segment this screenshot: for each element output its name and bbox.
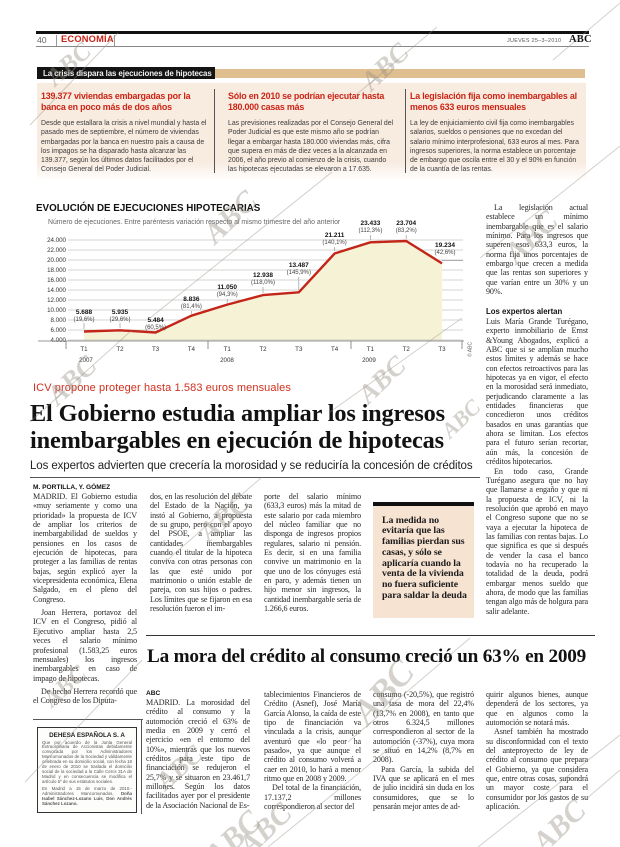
svg-text:18.000: 18.000: [47, 267, 66, 274]
svg-text:12.000: 12.000: [47, 297, 66, 304]
svg-text:(112,3%): (112,3%): [358, 228, 382, 234]
svg-text:16.000: 16.000: [47, 277, 66, 284]
svg-text:ABC: ABC: [350, 349, 412, 410]
svg-text:8.000: 8.000: [51, 317, 67, 324]
svg-text:T1: T1: [224, 346, 232, 353]
svg-text:(83,2%): (83,2%): [396, 228, 417, 234]
svg-text:ABC: ABC: [525, 793, 593, 847]
svg-text:5.688: 5.688: [76, 309, 93, 316]
svg-text:ABC: ABC: [149, 739, 209, 797]
svg-text:(19,6%): (19,6%): [73, 317, 94, 323]
svg-text:2008: 2008: [220, 357, 234, 364]
svg-text:EVOLUCIÓN DE EJECUCIONES HIPOT: EVOLUCIÓN DE EJECUCIONES HIPOTECARIAS: [36, 202, 261, 214]
svg-text:19.234: 19.234: [435, 242, 455, 249]
svg-text:22.000: 22.000: [47, 247, 66, 254]
svg-text:ABC: ABC: [435, 394, 486, 444]
svg-text:(42,6%): (42,6%): [434, 250, 455, 256]
svg-text:(118,0%): (118,0%): [251, 280, 275, 286]
svg-text:ABC: ABC: [497, 204, 565, 272]
svg-text:T4: T4: [331, 346, 339, 353]
svg-text:5.484: 5.484: [147, 317, 164, 324]
svg-text:8.836: 8.836: [183, 296, 200, 303]
svg-text:ABC: ABC: [196, 184, 264, 252]
svg-text:T1: T1: [367, 346, 375, 353]
svg-text:(60,5%): (60,5%): [145, 325, 166, 331]
svg-text:T3: T3: [152, 346, 160, 353]
svg-text:13.487: 13.487: [289, 262, 309, 269]
svg-text:20.000: 20.000: [47, 257, 66, 264]
svg-text:24.000: 24.000: [47, 237, 66, 244]
svg-text:21.211: 21.211: [325, 232, 345, 239]
svg-text:14.000: 14.000: [47, 287, 66, 294]
svg-text:4.000: 4.000: [51, 337, 67, 344]
svg-text:T1: T1: [80, 346, 88, 353]
svg-text:12.938: 12.938: [253, 272, 273, 279]
svg-text:23.433: 23.433: [360, 220, 380, 227]
svg-text:T3: T3: [438, 346, 446, 353]
svg-text:ABC: ABC: [37, 660, 92, 713]
svg-text:T2: T2: [116, 346, 124, 353]
svg-text:5.935: 5.935: [112, 309, 129, 316]
svg-text:ABC: ABC: [343, 651, 423, 734]
svg-text:23.704: 23.704: [396, 220, 416, 227]
svg-text:10.000: 10.000: [47, 307, 66, 314]
svg-text:(145,9%): (145,9%): [287, 270, 311, 276]
svg-text:2007: 2007: [79, 357, 93, 364]
svg-text:ABC: ABC: [40, 350, 104, 413]
svg-text:(94,3%): (94,3%): [217, 292, 238, 298]
svg-text:6.000: 6.000: [51, 327, 67, 334]
svg-text:T4: T4: [188, 346, 196, 353]
svg-text:(140,1%): (140,1%): [322, 240, 346, 246]
svg-text:Número de ejecuciones. Entre p: Número de ejecuciones. Entre paréntesis …: [48, 219, 341, 226]
svg-text:2009: 2009: [362, 357, 376, 364]
svg-text:© ABC: © ABC: [467, 342, 474, 357]
svg-text:ABC: ABC: [192, 487, 256, 549]
svg-text:(29,6%): (29,6%): [109, 317, 130, 323]
svg-text:(81,4%): (81,4%): [181, 304, 202, 310]
svg-text:T2: T2: [259, 346, 267, 353]
svg-text:T2: T2: [403, 346, 411, 353]
svg-text:ABC: ABC: [353, 36, 415, 97]
svg-text:T3: T3: [295, 346, 303, 353]
svg-text:11.050: 11.050: [217, 284, 237, 291]
